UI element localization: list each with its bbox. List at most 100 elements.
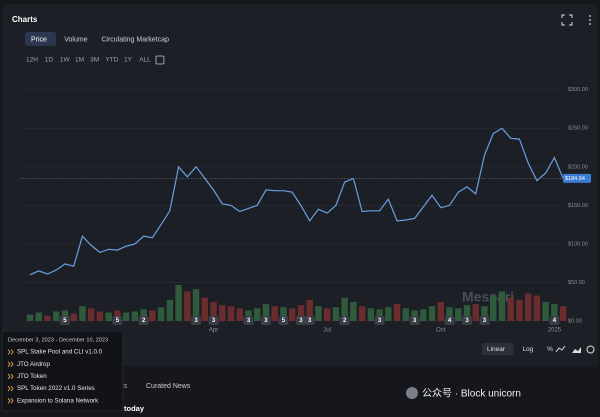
volume-bar bbox=[157, 307, 165, 321]
tab[interactable]: Price bbox=[31, 36, 47, 43]
scale-selected-bg bbox=[482, 343, 514, 355]
event-count[interactable]: 2 bbox=[142, 318, 146, 324]
event-count[interactable]: 5 bbox=[116, 318, 120, 324]
event-count[interactable]: 4 bbox=[553, 318, 557, 324]
tooltip-bg bbox=[1, 330, 124, 412]
event-badge[interactable] bbox=[549, 316, 560, 325]
event-count[interactable]: 3 bbox=[212, 318, 216, 324]
y-tick-label: $200.00 bbox=[568, 164, 588, 170]
volume-bar bbox=[289, 308, 296, 321]
event-count[interactable]: 3 bbox=[308, 318, 312, 324]
volume-bar bbox=[87, 308, 95, 321]
event-badge[interactable] bbox=[295, 316, 306, 325]
event-badge[interactable] bbox=[479, 316, 490, 325]
panel-title: Charts bbox=[12, 15, 38, 24]
volume-bar bbox=[463, 305, 471, 321]
event-badge[interactable] bbox=[191, 316, 202, 325]
event-count[interactable]: 2 bbox=[343, 318, 347, 324]
range-button[interactable]: YTD bbox=[105, 57, 118, 64]
volume-bar bbox=[201, 297, 208, 321]
range-button[interactable]: 1M bbox=[75, 57, 84, 64]
scale-button[interactable]: Linear bbox=[487, 346, 506, 353]
range-button[interactable]: 12H bbox=[26, 57, 38, 64]
tab[interactable]: Volume bbox=[64, 36, 87, 43]
scale-button[interactable]: % bbox=[547, 346, 553, 353]
range-button[interactable]: ALL bbox=[139, 57, 151, 64]
overlay-watermark: 公众号 · Block unicorn bbox=[422, 388, 521, 400]
volume-bar bbox=[122, 312, 130, 321]
event-badge[interactable] bbox=[59, 316, 70, 325]
y-tick-label: $300.00 bbox=[568, 87, 588, 93]
event-badge[interactable] bbox=[339, 316, 350, 325]
range-button[interactable]: 1Y bbox=[124, 57, 133, 64]
volume-bar bbox=[105, 312, 112, 321]
event-badge[interactable] bbox=[462, 316, 472, 325]
volume-bar bbox=[61, 310, 69, 321]
volume-bar bbox=[367, 308, 375, 321]
volume-bar bbox=[393, 304, 401, 321]
x-tick-label: 2025 bbox=[548, 328, 562, 334]
range-button[interactable]: 1W bbox=[60, 57, 71, 64]
event-badge[interactable] bbox=[278, 316, 289, 325]
event-count[interactable]: 3 bbox=[299, 318, 303, 324]
event-count[interactable]: 3 bbox=[378, 318, 382, 324]
wechat-icon bbox=[406, 387, 418, 399]
volume-bar bbox=[70, 313, 77, 321]
tooltip-item[interactable]: SPL Stake Pool and CLI v1.0.0 bbox=[17, 349, 103, 356]
volume-bar bbox=[446, 307, 453, 321]
event-count[interactable]: 3 bbox=[264, 318, 268, 324]
scale-button[interactable]: Log bbox=[522, 346, 533, 353]
volume-bar bbox=[350, 301, 357, 321]
event-badge[interactable] bbox=[243, 316, 254, 325]
volume-bar bbox=[79, 306, 86, 321]
event-badge[interactable] bbox=[208, 316, 219, 325]
x-tick-label: Jul bbox=[323, 328, 331, 334]
chart-panel bbox=[2, 4, 598, 366]
event-count[interactable]: 3 bbox=[483, 318, 487, 324]
event-badge[interactable] bbox=[138, 316, 149, 325]
current-price-label: $184.94 bbox=[565, 176, 585, 182]
event-count[interactable]: 3 bbox=[465, 318, 469, 324]
event-badge[interactable] bbox=[304, 316, 315, 325]
tooltip-item[interactable]: JTO Token bbox=[17, 373, 47, 380]
event-badge[interactable] bbox=[374, 316, 385, 325]
menu-icon[interactable] bbox=[589, 15, 591, 25]
event-count[interactable]: 3 bbox=[247, 318, 251, 324]
chart-area-icon[interactable] bbox=[572, 347, 581, 353]
tooltip-item[interactable]: SPL Token 2022 v1.0 Series bbox=[17, 385, 95, 392]
event-badge[interactable] bbox=[444, 316, 455, 325]
event-badge[interactable] bbox=[112, 316, 123, 325]
volume-bar bbox=[140, 309, 147, 321]
event-icon bbox=[7, 385, 14, 392]
range-button[interactable]: 1D bbox=[45, 57, 54, 64]
calendar-icon[interactable] bbox=[155, 55, 165, 65]
tab[interactable]: Circulating Marketcap bbox=[101, 36, 169, 43]
event-badge[interactable] bbox=[260, 316, 271, 325]
volume-bar bbox=[192, 289, 200, 321]
expand-icon[interactable] bbox=[561, 14, 573, 26]
range-button[interactable]: 3M bbox=[90, 57, 99, 64]
event-count[interactable]: 3 bbox=[413, 318, 417, 324]
volume-bar bbox=[210, 301, 217, 321]
event-count[interactable]: 3 bbox=[194, 318, 198, 324]
volume-bar bbox=[149, 310, 156, 321]
settings-icon[interactable] bbox=[586, 345, 595, 354]
event-icon bbox=[7, 398, 14, 404]
tooltip-item[interactable]: JTO Airdrop bbox=[17, 361, 50, 368]
event-badge[interactable] bbox=[409, 316, 420, 325]
bottom-tab[interactable]: Curated News bbox=[146, 383, 191, 390]
volume-bar bbox=[358, 306, 366, 321]
volume-bar bbox=[96, 311, 104, 321]
event-icon bbox=[7, 361, 14, 367]
volume-bar bbox=[227, 306, 235, 321]
volume-bar bbox=[472, 304, 479, 321]
volume-bar bbox=[166, 299, 174, 321]
event-count[interactable]: 5 bbox=[282, 318, 286, 324]
event-count[interactable]: 4 bbox=[448, 318, 452, 324]
tooltip-item[interactable]: Expansion to Solana Network bbox=[17, 397, 99, 404]
event-count[interactable]: 5 bbox=[63, 318, 67, 324]
volume-bar bbox=[376, 309, 383, 321]
chart-line-icon[interactable] bbox=[555, 345, 566, 353]
